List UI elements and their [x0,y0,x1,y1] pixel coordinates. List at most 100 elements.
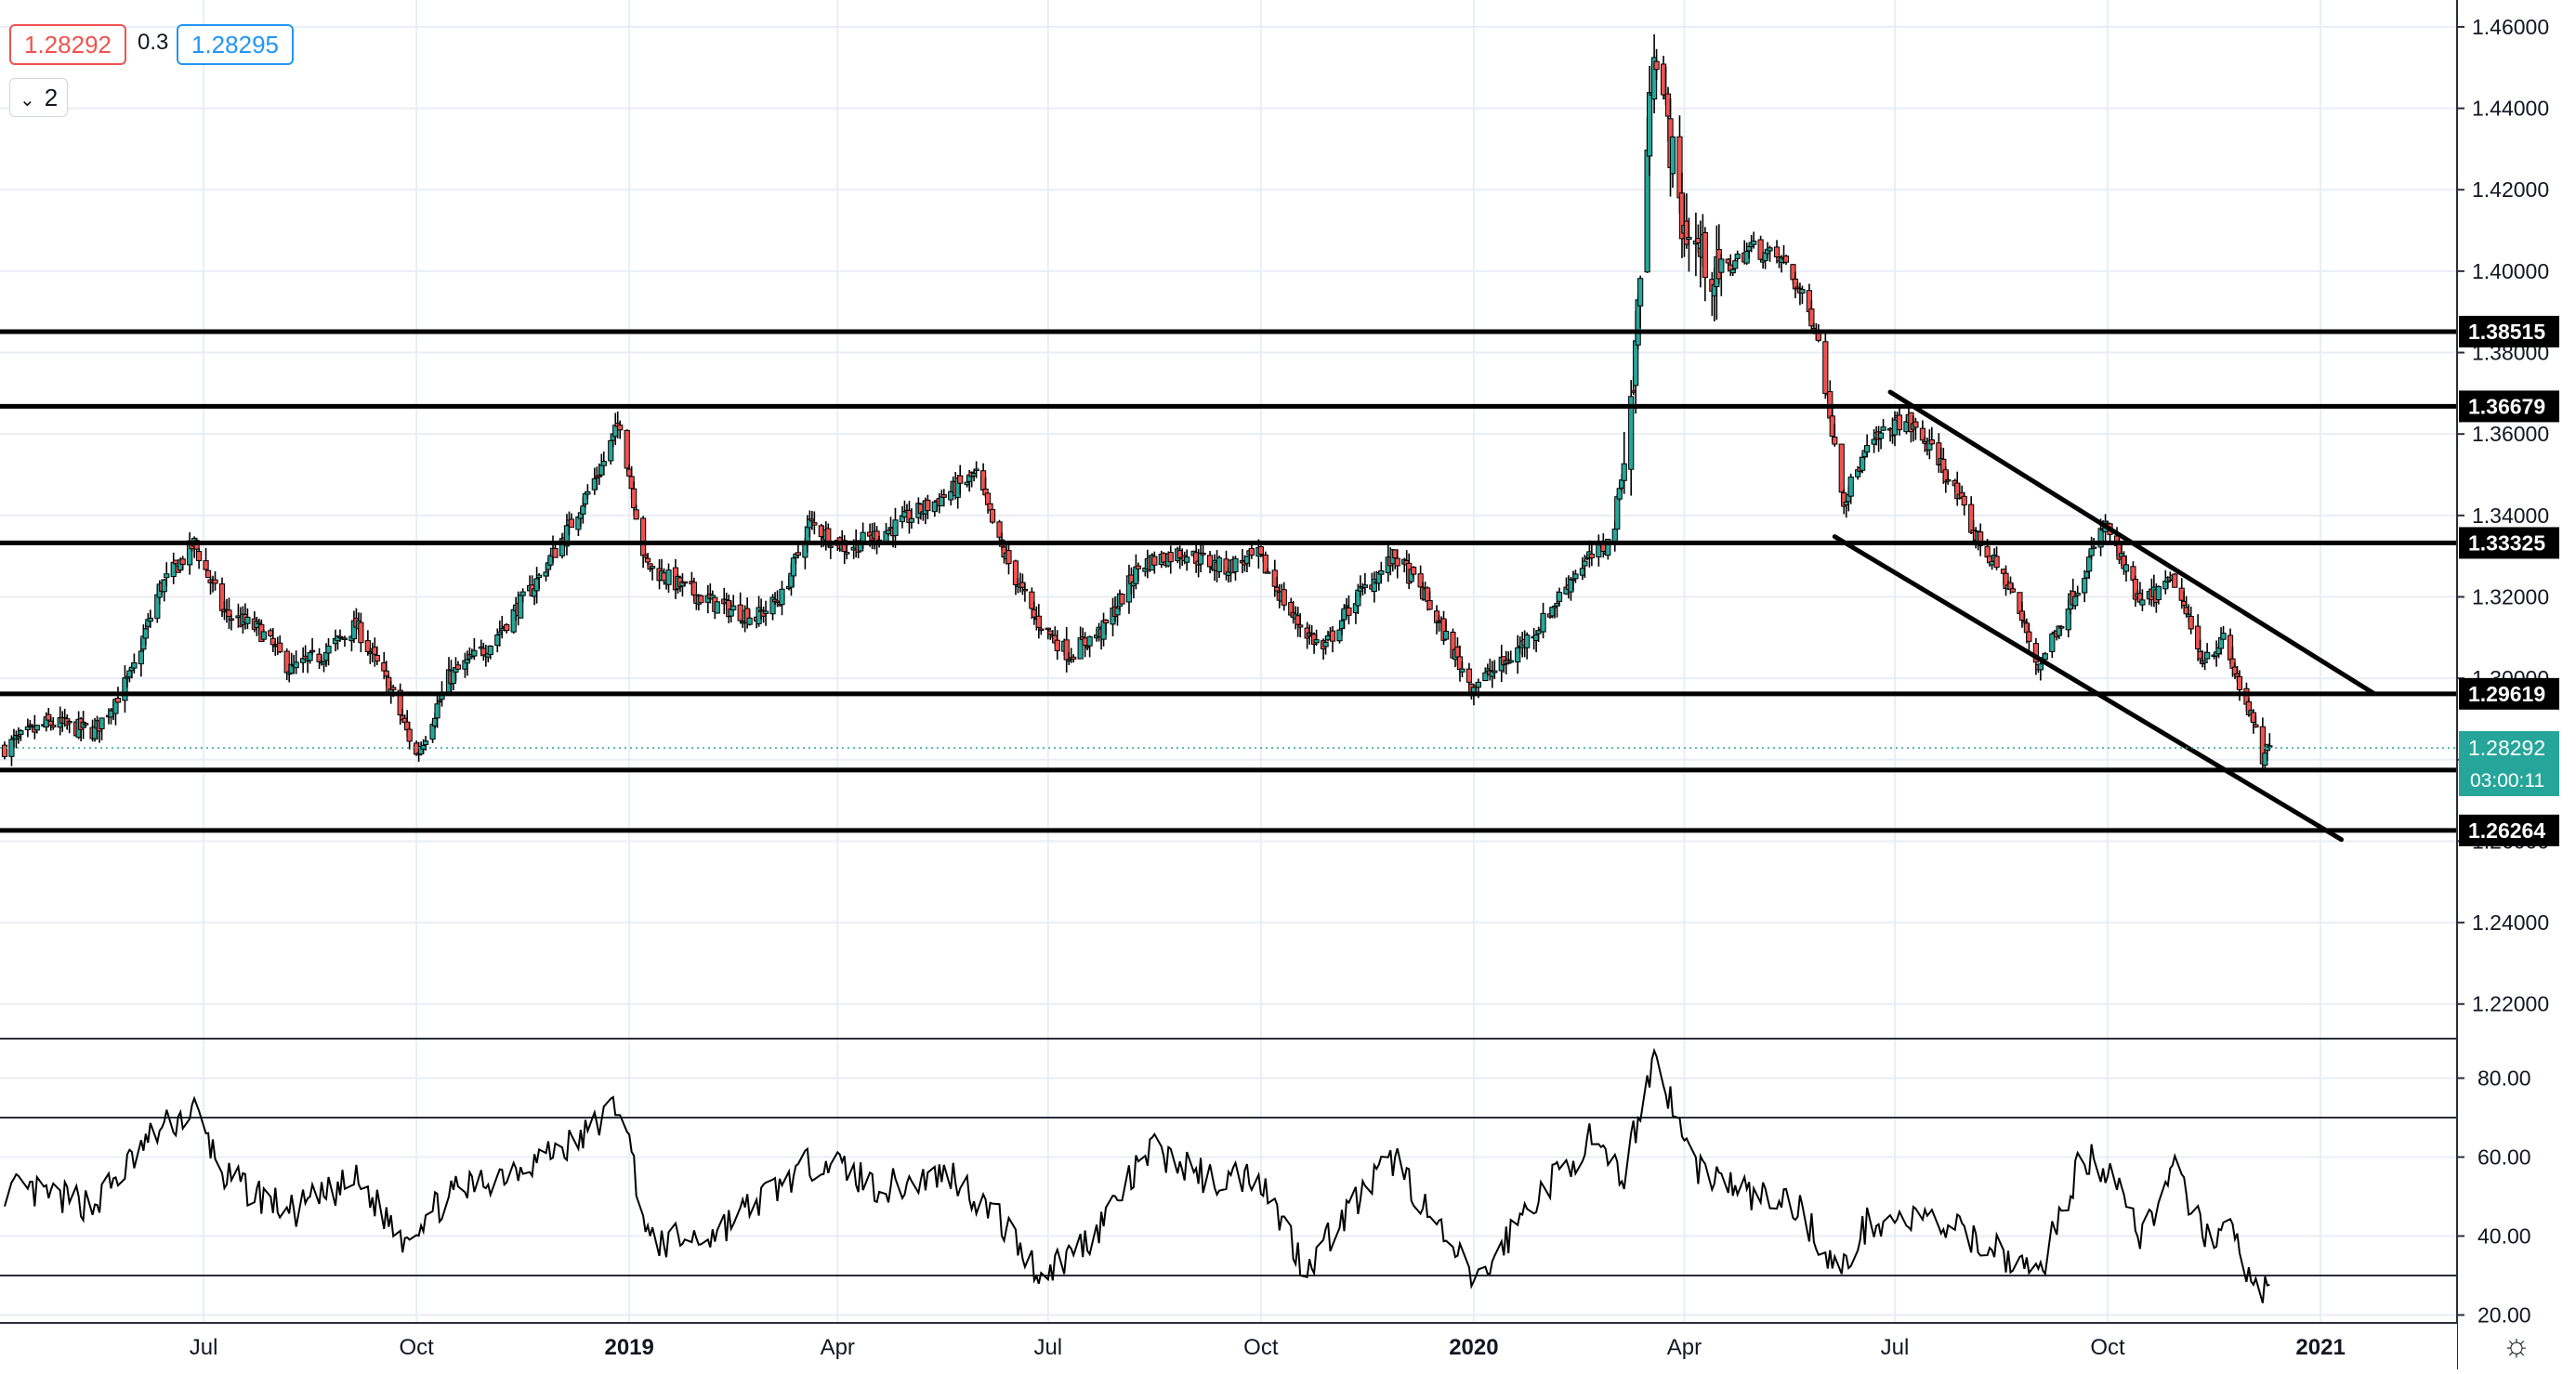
candle-body [1086,635,1093,647]
candle-body [1336,629,1343,642]
candle-body [1394,557,1400,567]
countdown-label: 03:00:11 [2470,770,2544,792]
candle-body [1961,495,1967,506]
candle-body [996,521,1003,538]
candle-body [2220,633,2227,640]
candle-body [1628,396,1635,470]
candle [1232,556,1239,581]
candle [33,724,40,734]
candles [1,33,2273,770]
candle [973,461,979,478]
candle-body [1329,630,1336,642]
candle-body [1021,588,1029,592]
candle [434,694,440,728]
current-price-label: 1.28292 [2468,736,2545,760]
candle [1,741,8,760]
candle-body [1653,60,1660,71]
candle [99,717,105,740]
candle-body [1248,547,1255,556]
candle [2155,585,2162,605]
candle [1961,491,1967,516]
candle-body [665,569,672,585]
candle-body [2088,548,2095,556]
candle [454,661,462,670]
candle [1005,542,1012,575]
candle-body [1524,635,1531,648]
grid-lines [0,0,2457,1323]
candle-body [827,545,834,548]
level-label-box [2459,390,2559,423]
candle [260,629,267,643]
candle-body [1371,579,1377,592]
candle-body [779,588,785,606]
candle [1686,217,1692,272]
horizontal-levels [0,329,2457,833]
candle [1035,604,1042,639]
candle [1621,432,1627,494]
candle [535,572,543,589]
candle-body [2058,626,2065,629]
candle [1426,591,1433,610]
candle-body [2072,595,2079,607]
candle-body [1782,255,1790,263]
candle-body [1588,553,1595,558]
level-label-box [2459,677,2559,710]
rsi-tick-label: 80.00 [2477,1066,2531,1091]
candle-body [2195,625,2201,649]
candle-body [1005,550,1012,565]
candle-body [1071,656,1077,661]
candle-body [1038,628,1045,632]
candle [187,531,193,575]
candle-body [811,522,818,526]
candle-body [244,616,251,624]
candle-body [681,581,689,584]
candle-body [2267,745,2273,748]
candle [2009,583,2017,594]
gear-icon[interactable]: ☼ [2502,1328,2531,1363]
collapse-indicators-button[interactable]: ⌄ 2 [9,78,69,117]
candle [746,609,753,626]
candle [1669,136,1676,189]
candle-body [552,547,559,558]
candle-body [925,499,931,512]
candle-body [585,491,591,495]
candle-body [973,468,979,472]
candle-body [397,689,403,716]
level-label-box [2459,527,2559,559]
candle [2026,623,2032,654]
candle-body [2037,663,2044,671]
y-tick-label: 1.32000 [2472,584,2549,608]
candle-body [2086,556,2093,572]
candle [1329,625,1336,653]
candle [2139,589,2146,611]
candle [170,552,177,584]
candle-body [364,640,371,652]
candle [1063,627,1070,673]
candle-body [1751,241,1757,245]
trend-channel [1832,389,2376,843]
chevron-down-icon: ⌄ [20,90,35,111]
ask-price-badge[interactable]: 1.28295 [177,24,294,65]
candle-body [989,508,996,523]
candle-body [2132,579,2139,600]
candle-body [1346,607,1352,616]
candle [122,665,128,713]
candle-body [714,601,720,614]
candle [811,511,818,535]
candle [617,420,624,439]
candle-body [131,661,138,669]
candle [1993,546,2000,570]
bid-price-badge[interactable]: 1.28292 [9,24,126,65]
current-price-box [2459,730,2559,796]
x-tick-label: Jul [190,1335,218,1360]
candle-body [358,622,364,644]
candle-body [1647,92,1653,157]
candle-body [1265,571,1271,574]
candle-body [228,618,235,622]
x-tick-label: Oct [2090,1335,2125,1360]
candle-body [114,698,122,703]
candle-body [173,559,179,565]
candle-body [1540,612,1546,633]
candle [2058,625,2065,635]
